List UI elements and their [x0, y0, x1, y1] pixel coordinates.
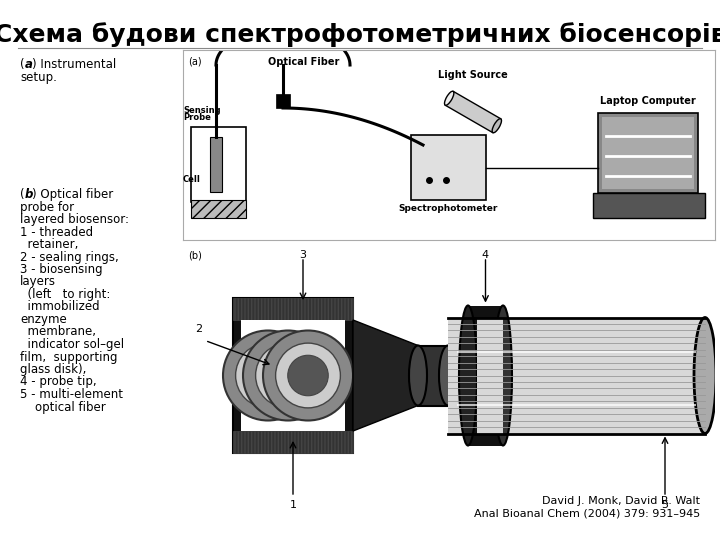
Circle shape [263, 330, 353, 421]
Polygon shape [445, 91, 501, 133]
Text: Cell: Cell [183, 176, 201, 185]
Text: membrane,: membrane, [20, 326, 96, 339]
Text: immobilized: immobilized [20, 300, 99, 314]
Circle shape [223, 330, 313, 421]
Text: indicator sol–gel: indicator sol–gel [20, 338, 124, 351]
FancyBboxPatch shape [210, 137, 222, 192]
Ellipse shape [439, 346, 457, 406]
Text: 1: 1 [289, 500, 297, 510]
FancyBboxPatch shape [411, 135, 486, 200]
Text: (left   to right:: (left to right: [20, 288, 110, 301]
Text: 5 - multi-element: 5 - multi-element [20, 388, 123, 401]
FancyBboxPatch shape [602, 117, 694, 189]
FancyBboxPatch shape [468, 306, 503, 446]
Text: 5: 5 [662, 500, 668, 510]
Text: David J. Monk, David R. Walt
Anal Bioanal Chem (2004) 379: 931–945: David J. Monk, David R. Walt Anal Bioana… [474, 496, 700, 518]
Ellipse shape [409, 346, 427, 406]
Circle shape [235, 343, 300, 408]
FancyBboxPatch shape [233, 298, 353, 320]
Text: ) Instrumental: ) Instrumental [32, 58, 116, 71]
Polygon shape [353, 320, 418, 431]
Text: retainer,: retainer, [20, 238, 78, 251]
Text: 1 - threaded: 1 - threaded [20, 226, 93, 239]
Text: layers: layers [20, 275, 56, 288]
Circle shape [268, 355, 308, 396]
Text: 2 - sealing rings,: 2 - sealing rings, [20, 251, 119, 264]
FancyBboxPatch shape [241, 320, 345, 431]
Text: (a): (a) [188, 57, 202, 67]
FancyBboxPatch shape [477, 318, 503, 434]
Text: ) Optical fiber: ) Optical fiber [32, 188, 113, 201]
Text: Spectrophotometer: Spectrophotometer [399, 204, 498, 213]
Ellipse shape [492, 119, 502, 133]
Text: 2: 2 [195, 323, 202, 334]
FancyBboxPatch shape [191, 200, 246, 218]
Text: film,  supporting: film, supporting [20, 350, 117, 363]
Ellipse shape [444, 91, 454, 105]
Text: optical fiber: optical fiber [20, 401, 106, 414]
Text: Probe: Probe [183, 113, 211, 122]
Circle shape [256, 343, 320, 408]
Text: Laptop Computer: Laptop Computer [600, 96, 696, 106]
FancyBboxPatch shape [276, 94, 290, 108]
Text: (: ( [20, 188, 24, 201]
Text: 3: 3 [300, 250, 307, 260]
Ellipse shape [694, 318, 716, 434]
Circle shape [276, 343, 341, 408]
FancyBboxPatch shape [448, 318, 705, 434]
Circle shape [243, 330, 333, 421]
Text: (: ( [20, 58, 24, 71]
Text: Light Source: Light Source [438, 70, 508, 80]
Text: b: b [25, 188, 33, 201]
Text: Sensing: Sensing [183, 106, 220, 115]
Text: 3 - biosensing: 3 - biosensing [20, 263, 103, 276]
Text: setup.: setup. [20, 71, 57, 84]
FancyBboxPatch shape [593, 193, 705, 218]
Ellipse shape [494, 306, 512, 446]
Ellipse shape [459, 306, 477, 446]
Circle shape [248, 355, 288, 396]
Text: a: a [25, 58, 33, 71]
Text: probe for: probe for [20, 200, 74, 213]
Text: Optical Fiber: Optical Fiber [268, 57, 339, 67]
FancyBboxPatch shape [233, 298, 353, 453]
Text: layered biosensor:: layered biosensor: [20, 213, 129, 226]
FancyBboxPatch shape [598, 113, 698, 193]
FancyBboxPatch shape [233, 431, 353, 453]
Text: enzyme: enzyme [20, 313, 67, 326]
Text: glass disk),: glass disk), [20, 363, 86, 376]
Text: 4: 4 [482, 250, 489, 260]
Circle shape [288, 355, 328, 396]
Text: (b): (b) [188, 250, 202, 260]
Text: Схема будови спектрофотометричних біосенсорів: Схема будови спектрофотометричних біосен… [0, 22, 720, 47]
FancyBboxPatch shape [191, 127, 246, 202]
Text: 4 - probe tip,: 4 - probe tip, [20, 375, 96, 388]
FancyBboxPatch shape [418, 346, 448, 406]
